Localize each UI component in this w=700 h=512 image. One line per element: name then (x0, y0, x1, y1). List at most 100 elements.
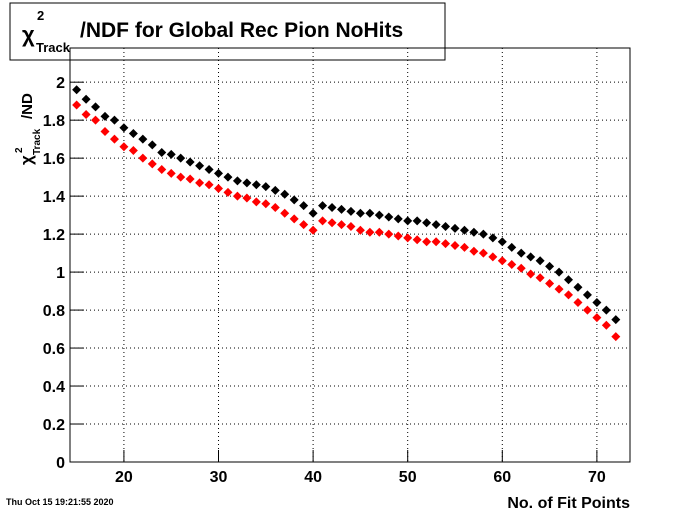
point (100, 111, 110, 121)
point (128, 128, 138, 138)
y-tick-label: 1.4 (43, 189, 65, 206)
point (459, 242, 469, 252)
y-tick-label: 0 (56, 455, 65, 472)
point (346, 222, 356, 232)
x-tick-label: 30 (210, 469, 228, 486)
y-label-sub: Track (32, 128, 43, 155)
y-tick-label: 2 (56, 75, 65, 92)
y-label-sup: 2 (14, 147, 25, 153)
point (384, 229, 394, 239)
point (280, 189, 290, 199)
point (270, 185, 280, 195)
point (554, 267, 564, 277)
point (72, 100, 82, 110)
point (166, 168, 176, 178)
point (450, 223, 460, 233)
point (176, 153, 186, 163)
point (422, 237, 432, 247)
y-tick-label: 0.4 (43, 379, 65, 396)
x-tick-label: 70 (588, 469, 606, 486)
point (176, 172, 186, 182)
point (299, 201, 309, 211)
point (72, 85, 82, 95)
title-box (9, 2, 446, 61)
point (242, 193, 252, 203)
title-symbol: χ (22, 22, 35, 47)
point (138, 134, 148, 144)
point (488, 252, 498, 262)
point (261, 199, 271, 209)
point (336, 204, 346, 214)
point (308, 225, 318, 235)
x-tick-label: 50 (399, 469, 417, 486)
point (611, 332, 621, 342)
point (431, 220, 441, 230)
point (232, 176, 242, 186)
point (138, 153, 148, 163)
point (289, 214, 299, 224)
point (478, 229, 488, 239)
point (535, 256, 545, 266)
point (365, 208, 375, 218)
point (507, 259, 517, 269)
point (516, 248, 526, 258)
point (327, 218, 337, 228)
point (280, 208, 290, 218)
point (157, 165, 167, 175)
point (497, 237, 507, 247)
point (91, 102, 101, 112)
point (185, 174, 195, 184)
point (270, 203, 280, 213)
x-tick-label: 20 (115, 469, 133, 486)
point (147, 140, 157, 150)
point (393, 214, 403, 224)
point (109, 134, 119, 144)
point (299, 220, 309, 230)
point (431, 237, 441, 247)
point (564, 290, 574, 300)
point (601, 305, 611, 315)
point (450, 241, 460, 251)
y-tick-label: 0.6 (43, 341, 65, 358)
point (355, 225, 365, 235)
point (582, 305, 592, 315)
point (195, 161, 205, 171)
point (81, 94, 91, 104)
y-label-text: /ND (19, 93, 36, 119)
point (318, 201, 328, 211)
x-tick-label: 40 (304, 469, 322, 486)
point (214, 184, 224, 194)
point (478, 248, 488, 258)
point (119, 123, 129, 133)
point (441, 222, 451, 232)
point (251, 197, 261, 207)
point (374, 210, 384, 220)
point (91, 115, 101, 125)
x-tick-label: 60 (493, 469, 511, 486)
point (242, 178, 252, 188)
y-tick-label: 0.8 (43, 303, 65, 320)
point (185, 157, 195, 167)
point (488, 233, 498, 243)
point (374, 227, 384, 237)
y-tick-label: 1.2 (43, 227, 65, 244)
point (516, 263, 526, 273)
point (441, 239, 451, 249)
plot-frame (69, 47, 631, 463)
y-tick-label: 1.6 (43, 151, 65, 168)
point (545, 261, 555, 271)
point (289, 195, 299, 205)
point (308, 208, 318, 218)
point (412, 216, 422, 226)
point (545, 278, 555, 288)
point (535, 273, 545, 283)
point (166, 149, 176, 159)
timestamp: Thu Oct 15 19:21:55 2020 (6, 497, 114, 507)
point (592, 313, 602, 323)
point (526, 252, 536, 262)
y-tick-label: 0.2 (43, 417, 65, 434)
point (573, 297, 583, 307)
point (403, 216, 413, 226)
